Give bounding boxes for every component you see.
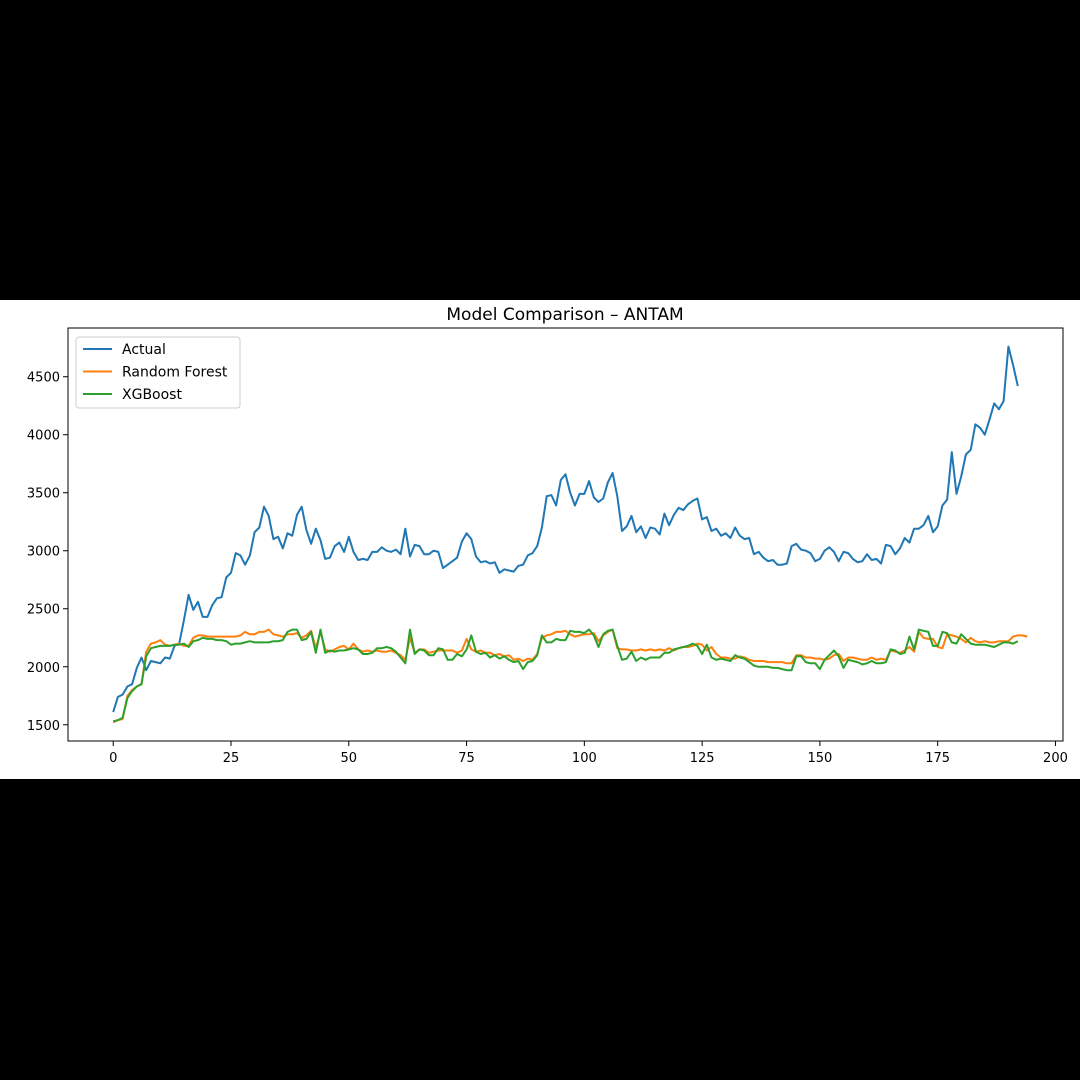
- legend-label: Random Forest: [122, 365, 228, 381]
- y-tick-label: 2000: [27, 661, 60, 676]
- legend-label: XGBoost: [122, 387, 182, 403]
- x-axis: 0 25 50 75 100 125 150 175 200: [109, 741, 1068, 766]
- series-line-actual: [112, 345, 1019, 713]
- x-tick-label: 0: [109, 751, 117, 766]
- x-tick-label: 25: [223, 751, 240, 766]
- legend: Actual Random Forest XGBoost: [75, 336, 241, 409]
- chart-title: Model Comparison – ANTAM: [446, 305, 683, 325]
- x-tick-label: 175: [925, 751, 950, 766]
- legend-frame: [75, 336, 241, 409]
- y-axis: 1500 2000 2500 3000 3500 4000 4500: [27, 371, 68, 734]
- x-tick-label: 125: [690, 751, 715, 766]
- y-tick-label: 4500: [27, 371, 60, 386]
- y-tick-label: 1500: [27, 719, 60, 734]
- y-tick-label: 3000: [27, 545, 60, 560]
- series-line-random-forest: [112, 628, 1028, 724]
- x-tick-label: 100: [572, 751, 597, 766]
- x-tick-label: 200: [1043, 751, 1068, 766]
- axes-frame: [67, 327, 1064, 742]
- y-tick-label: 2500: [27, 603, 60, 618]
- series-lines: [112, 345, 1028, 724]
- y-tick-label: 3500: [27, 487, 60, 502]
- x-tick-label: 75: [458, 751, 475, 766]
- legend-label: Actual: [122, 342, 166, 358]
- y-tick-label: 4000: [27, 429, 60, 444]
- series-line-xgboost: [112, 628, 1019, 723]
- x-tick-label: 150: [807, 751, 832, 766]
- x-tick-label: 50: [341, 751, 358, 766]
